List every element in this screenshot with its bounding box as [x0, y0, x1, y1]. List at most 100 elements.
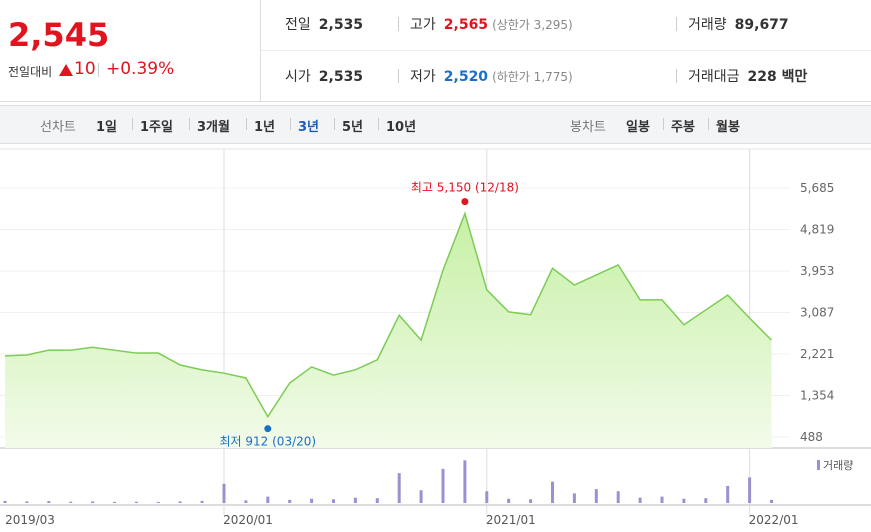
volume-bar: [485, 491, 489, 503]
candle-chart-label: 봉차트: [570, 120, 606, 135]
volume-bar: [748, 477, 752, 503]
volume-bar: [353, 497, 357, 503]
annotation-dot: [461, 198, 469, 206]
change-label: 전일대비: [8, 65, 53, 79]
tab-period[interactable]: 10년: [386, 120, 417, 135]
separator: [189, 118, 190, 130]
up-arrow: [59, 64, 73, 76]
separator: [398, 17, 399, 31]
volume-bar: [288, 499, 292, 503]
y-tick-label: 3,953: [800, 264, 834, 278]
annotation-dot: [264, 425, 272, 433]
y-tick-label: 3,087: [800, 305, 834, 319]
volume-bar: [200, 500, 204, 503]
separator: [676, 69, 677, 83]
field-label: 고가: [410, 17, 436, 33]
annotation-text: 최저 912 (03/20): [220, 435, 317, 449]
tab-period[interactable]: 1일: [96, 120, 118, 135]
volume-bar: [397, 473, 401, 503]
volume-bar: [134, 501, 138, 503]
separator: [378, 118, 379, 130]
field-value: 2,520: [443, 69, 489, 85]
y-tick-label: 1,354: [800, 389, 834, 403]
separator: [132, 118, 133, 130]
volume-bar: [266, 496, 270, 503]
volume-bar: [3, 500, 7, 503]
volume-bar: [660, 496, 664, 503]
volume-bar: [113, 501, 116, 503]
volume-bar: [616, 491, 620, 503]
tab-candle[interactable]: 주봉: [671, 120, 695, 135]
tab-candle[interactable]: 월봉: [716, 120, 740, 135]
tab-bar: 선차트 1일 1주일 3개월 1년 3년 5년 10년 봉차트 일봉 주봉 월봉: [0, 105, 871, 144]
volume-bar: [507, 498, 511, 503]
volume-bar: [529, 499, 533, 503]
separator: [246, 118, 247, 130]
chart: 488 1,354 2,221 3,087 3,953 4,819 5,685 2019/03…: [0, 148, 871, 527]
tab-period[interactable]: 5년: [342, 120, 364, 135]
change: 10: [74, 59, 96, 79]
field-label: 거래대금: [688, 69, 740, 85]
area: [5, 213, 772, 448]
tab-period[interactable]: 3개월: [197, 120, 230, 135]
volume-bar: [441, 468, 445, 503]
y-tick-label: 4,819: [800, 222, 834, 236]
volume-bar: [69, 501, 73, 503]
quote-field: 전일 2,535: [285, 14, 363, 34]
volume-bar: [332, 499, 335, 503]
x-tick-label: 2022/01: [749, 513, 799, 527]
volume-bar: [726, 485, 730, 503]
separator: [398, 69, 399, 83]
x-tick-label: 2021/01: [486, 513, 536, 527]
price: 2,545: [8, 16, 110, 54]
annotation-text: 최고 5,150 (12/18): [411, 181, 519, 195]
quote-field: 거래량 89,677: [688, 14, 789, 34]
volume-bar: [704, 498, 708, 503]
volume-bar: [463, 460, 467, 503]
field-value: 228 백만: [747, 69, 808, 85]
tab-period[interactable]: 1주일: [140, 120, 173, 135]
volume-bar: [682, 498, 686, 503]
quote-panel: 2,545 전일대비 10 +0.39% 전일 2,535 고가 2,565 (상한가 …: [0, 0, 871, 102]
separator: [290, 118, 291, 130]
change-pct: +0.39%: [106, 59, 175, 79]
y-tick-label: 2,221: [800, 347, 834, 361]
row-divider: [261, 50, 871, 51]
volume-bar: [156, 501, 160, 503]
legend-label: 거래량: [823, 459, 853, 472]
tab-period[interactable]: 1년: [254, 120, 276, 135]
y-tick-label: 488: [800, 430, 823, 444]
field-label: 전일: [285, 17, 311, 33]
volume-bar: [47, 501, 51, 503]
volume-bar: [25, 501, 29, 503]
field-value: 2,535: [318, 69, 364, 85]
quote-field: 거래대금 228 백만: [688, 66, 807, 86]
volume-bar: [178, 501, 182, 503]
separator: [334, 118, 335, 130]
volume-bar: [375, 498, 379, 503]
y-tick-label: 5,685: [800, 181, 834, 195]
volume-bar: [551, 481, 554, 503]
field-value: 2,535: [318, 17, 364, 33]
quote-field: 저가 2,520 (하한가 1,775): [410, 66, 573, 86]
separator: [708, 118, 709, 130]
field-value: 89,677: [734, 17, 789, 33]
separator: [676, 17, 677, 31]
volume-bar: [572, 493, 576, 503]
price-box: 2,545 전일대비 10 +0.39%: [0, 0, 261, 101]
volume-bar: [222, 483, 226, 503]
tab-period[interactable]: 3년: [298, 120, 320, 135]
price-line: [4, 211, 773, 419]
quote-field: 시가 2,535: [285, 66, 363, 86]
legend-swatch: [817, 460, 820, 470]
line-chart-label: 선차트: [40, 120, 76, 135]
field-label: 저가: [410, 69, 436, 85]
field-value: 2,565: [443, 17, 489, 33]
tab-candle[interactable]: 일봉: [626, 120, 650, 135]
x-tick-label: 2019/03: [5, 513, 55, 527]
volume-bar: [419, 490, 423, 503]
field-note: (상한가 3,295): [492, 18, 573, 32]
volume-bar: [770, 499, 773, 503]
volume-bar: [244, 500, 248, 503]
